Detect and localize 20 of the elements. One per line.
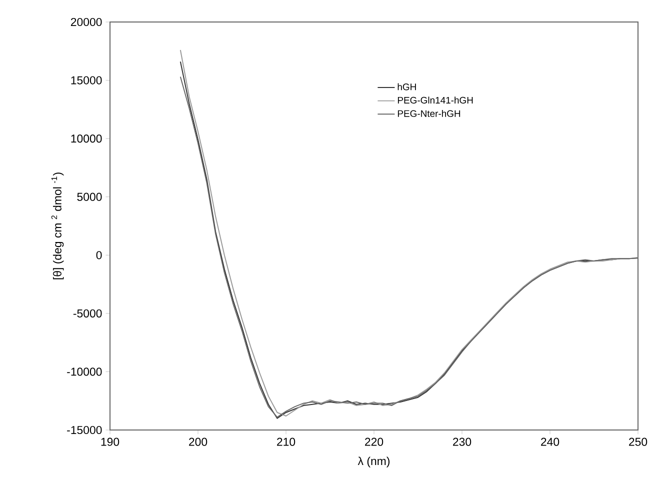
y-tick-label: 15000: [71, 76, 102, 84]
y-tick-label: -5000: [73, 309, 102, 318]
x-axis-title: λ (nm): [358, 456, 390, 468]
x-tick-label: 230: [453, 438, 472, 446]
legend-label: PEG-Gln141-hGH: [398, 96, 473, 104]
x-tick-label: 190: [101, 438, 120, 446]
legend-label: hGH: [398, 83, 416, 90]
y-tick-label: 0: [96, 251, 102, 260]
y-tick-label: 5000: [77, 192, 102, 201]
x-tick-label: 210: [277, 438, 296, 446]
x-tick-label: 250: [629, 438, 648, 446]
legend-label: PEG-Nter-hGH: [398, 110, 460, 117]
x-tick-label: 220: [365, 438, 384, 446]
x-tick-label: 240: [541, 438, 560, 446]
y-tick-label: -10000: [67, 368, 102, 376]
y-tick-label: 20000: [70, 18, 102, 26]
x-tick-label: 200: [189, 438, 208, 446]
y-axis-title: [θ] (deg cm $^{2}$ dmol $^{-1}$): [51, 172, 64, 280]
y-tick-label: -15000: [67, 426, 102, 434]
y-tick-label: 10000: [71, 134, 102, 143]
